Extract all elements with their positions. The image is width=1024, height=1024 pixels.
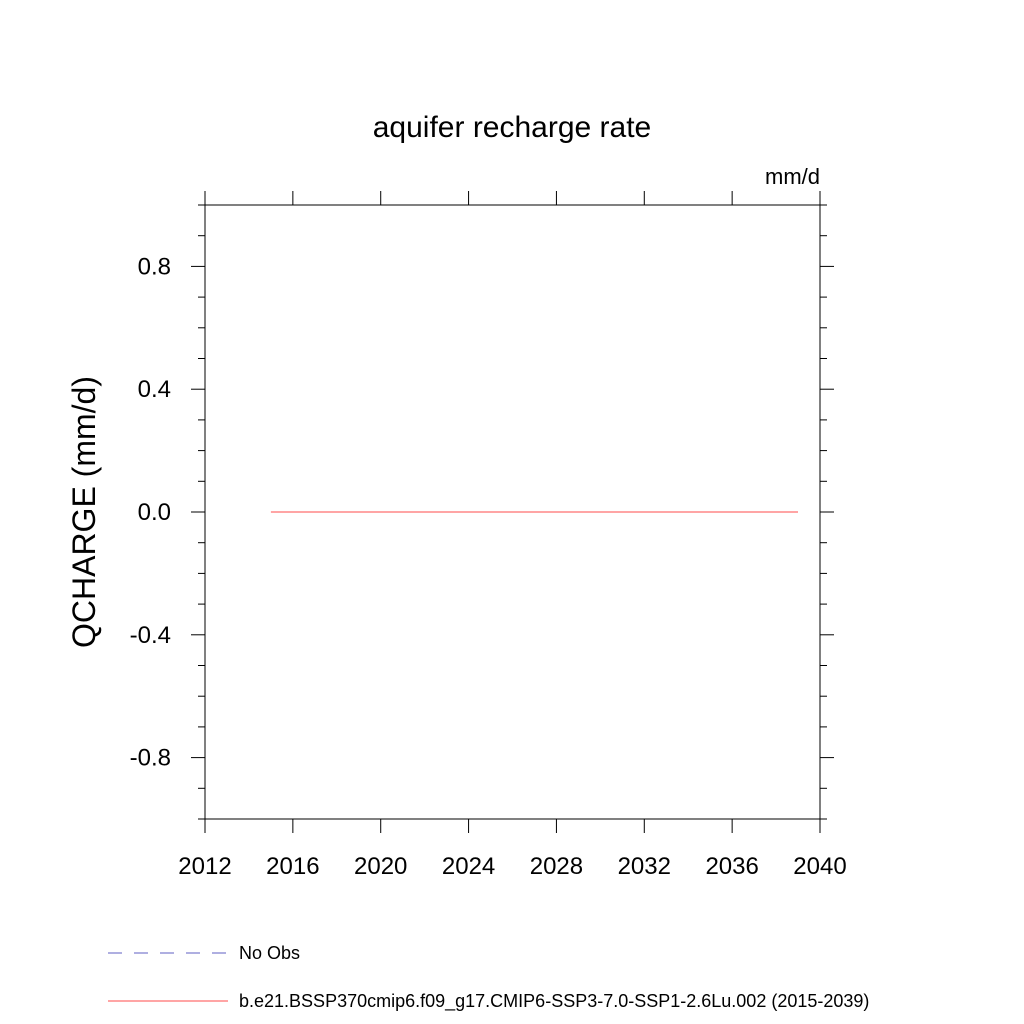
y-ticks: -0.8 -0.4 0.0 0.4 0.8 (130, 204, 834, 820)
x-ticks: 2012 2016 2020 2024 2028 2032 2036 2040 (178, 191, 847, 880)
x-tick-label: 2040 (793, 853, 846, 880)
y-tick-label: 0.4 (138, 376, 171, 403)
x-tick-label: 2036 (705, 853, 758, 880)
y-tick-label: 0.8 (138, 253, 171, 280)
y-tick-label: 0.0 (138, 499, 171, 526)
x-tick-label: 2028 (530, 853, 583, 880)
y-tick-label: -0.4 (130, 622, 171, 649)
y-axis-label: QCHARGE (mm/d) (66, 376, 102, 648)
legend-label: b.e21.BSSP370cmip6.f09_g17.CMIP6-SSP3-7.… (239, 991, 869, 1012)
y-tick-label: -0.8 (130, 745, 171, 772)
x-tick-label: 2032 (618, 853, 671, 880)
x-tick-label: 2012 (178, 853, 231, 880)
legend: No Obs b.e21.BSSP370cmip6.f09_g17.CMIP6-S… (108, 943, 869, 1012)
legend-label: No Obs (239, 943, 300, 963)
chart-title: aquifer recharge rate (373, 111, 652, 144)
units-label: mm/d (765, 164, 820, 189)
x-tick-label: 2020 (354, 853, 407, 880)
x-tick-label: 2024 (442, 853, 495, 880)
x-tick-label: 2016 (266, 853, 319, 880)
